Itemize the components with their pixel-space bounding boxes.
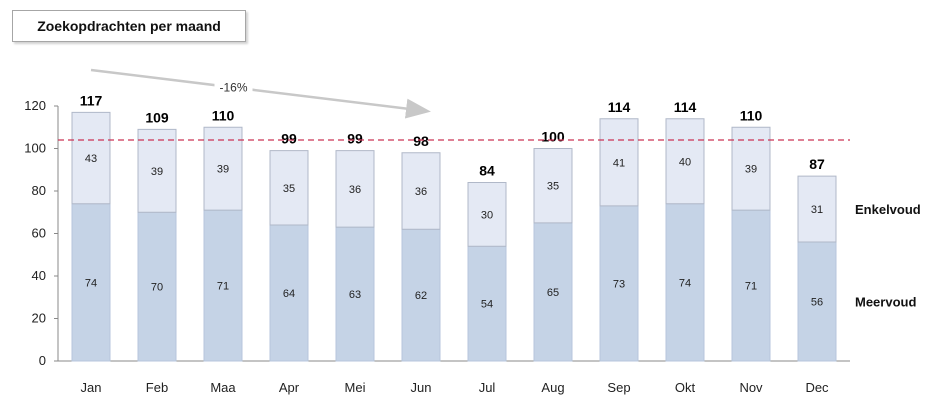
- total-label: 99: [281, 131, 297, 147]
- segment-value-label: 39: [217, 164, 229, 176]
- bar-enkelvoud: [335, 150, 375, 228]
- y-tick-label: 20: [32, 311, 46, 326]
- x-tick-label: Apr: [279, 380, 300, 395]
- bar-enkelvoud: [665, 118, 705, 205]
- segment-value-label: 54: [481, 299, 493, 311]
- segment-value-label: 71: [745, 281, 757, 293]
- bar-meervoud: [269, 224, 309, 362]
- segment-value-label: 30: [481, 209, 493, 221]
- segment-value-label: 41: [613, 157, 625, 169]
- segment-value-label: 40: [679, 156, 691, 168]
- bar-enkelvoud: [71, 111, 111, 205]
- bar-meervoud: [533, 222, 573, 362]
- x-tick-label: Nov: [739, 380, 763, 395]
- total-label: 99: [347, 131, 363, 147]
- total-label: 84: [479, 163, 495, 179]
- bar-enkelvoud: [467, 182, 507, 247]
- trend-arrow: -16%: [90, 68, 431, 119]
- x-tick-label: Mei: [345, 380, 366, 395]
- bar-enkelvoud: [533, 148, 573, 224]
- total-label: 114: [608, 99, 631, 115]
- x-tick-label: Feb: [146, 380, 168, 395]
- y-axis: 0 20 40 60 80 100 120: [24, 98, 850, 368]
- x-tick-label: Okt: [675, 380, 696, 395]
- total-label: 109: [145, 109, 169, 125]
- total-label: 98: [413, 133, 429, 149]
- bar-enkelvoud: [203, 126, 243, 211]
- trend-arrow-line: [90, 68, 431, 119]
- segment-value-label: 39: [151, 166, 163, 178]
- segment-value-label: 74: [679, 277, 691, 289]
- total-label: 110: [740, 107, 763, 123]
- segment-value-label: 35: [547, 181, 559, 193]
- bar-enkelvoud: [599, 118, 639, 207]
- segment-value-label: 36: [415, 186, 427, 198]
- bars: 74 43 117 Jan 70 39 109 Feb 71 39 110 Maa 64 35 99 Apr 6…: [71, 92, 837, 395]
- x-tick-label: Aug: [541, 380, 564, 395]
- total-label: 110: [212, 107, 235, 123]
- bar-meervoud: [599, 205, 639, 362]
- segment-value-label: 64: [283, 288, 295, 300]
- bar-meervoud: [203, 209, 243, 362]
- bar-enkelvoud: [137, 128, 177, 213]
- y-tick-label: 0: [39, 353, 46, 368]
- x-tick-label: Maa: [210, 380, 236, 395]
- bar-meervoud: [335, 226, 375, 362]
- bar-enkelvoud: [797, 175, 837, 243]
- segment-value-label: 56: [811, 297, 823, 309]
- bar-meervoud: [731, 209, 771, 362]
- segment-value-label: 35: [283, 183, 295, 195]
- bar-meervoud: [71, 203, 111, 362]
- x-tick-label: Jan: [81, 380, 102, 395]
- x-tick-label: Jun: [411, 380, 432, 395]
- bar-meervoud: [665, 203, 705, 362]
- x-tick-label: Jul: [479, 380, 496, 395]
- x-tick-label: Sep: [607, 380, 630, 395]
- bar-enkelvoud: [269, 150, 309, 226]
- segment-value-label: 73: [613, 278, 625, 290]
- x-tick-label: Dec: [805, 380, 829, 395]
- total-label: 117: [80, 92, 103, 108]
- segment-value-label: 36: [349, 184, 361, 196]
- bar-meervoud: [467, 245, 507, 362]
- segment-value-label: 39: [745, 164, 757, 176]
- y-tick-label: 100: [24, 141, 46, 156]
- segment-value-label: 31: [811, 204, 823, 216]
- y-tick-label: 40: [32, 268, 46, 283]
- segment-value-label: 71: [217, 281, 229, 293]
- segment-value-label: 43: [85, 153, 97, 165]
- chart-title: Zoekopdrachten per maand: [12, 10, 246, 42]
- segment-value-label: 63: [349, 289, 361, 301]
- bar-enkelvoud: [401, 152, 441, 230]
- total-label: 114: [674, 99, 697, 115]
- segment-value-label: 62: [415, 290, 427, 302]
- y-tick-label: 60: [32, 226, 46, 241]
- legend-item-enkelvoud: Enkelvoud: [855, 202, 921, 217]
- bar-enkelvoud: [731, 126, 771, 211]
- trend-label: -16%: [219, 80, 247, 94]
- total-label: 100: [541, 129, 565, 145]
- legend-item-meervoud: Meervoud: [855, 295, 916, 310]
- legend: Meervoud Enkelvoud: [855, 202, 921, 309]
- y-tick-label: 80: [32, 183, 46, 198]
- trend-label-bg: [214, 78, 253, 97]
- y-tick-label: 120: [24, 98, 46, 113]
- segment-value-label: 65: [547, 287, 559, 299]
- segment-value-label: 70: [151, 282, 163, 294]
- bar-meervoud: [797, 241, 837, 362]
- total-label: 87: [809, 156, 825, 172]
- segment-value-label: 74: [85, 277, 97, 289]
